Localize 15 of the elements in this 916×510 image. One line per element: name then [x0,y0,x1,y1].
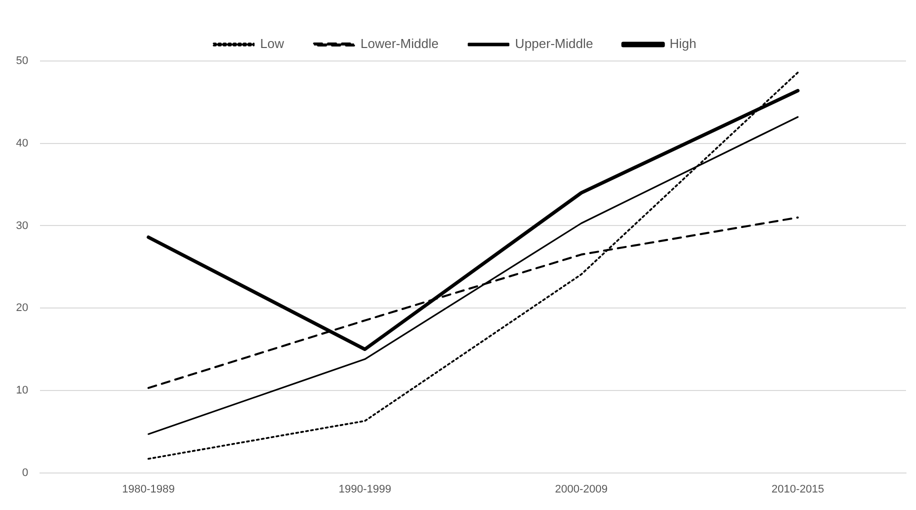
legend-label: Upper-Middle [515,36,594,52]
legend-label: High [670,36,696,52]
legend-label: Low [260,36,285,52]
y-tick-label: 0 [22,466,28,479]
y-tick-label: 40 [16,137,28,150]
x-tick-label: 1990-1999 [338,483,392,496]
y-tick-label: 50 [16,55,28,68]
y-tick-label: 20 [16,302,28,314]
x-tick-label: 2000-2009 [555,483,608,496]
y-tick-label: 30 [16,220,28,232]
y-tick-label: 10 [16,384,28,396]
x-tick-label: 2010-2015 [771,483,824,496]
line-series [148,72,799,460]
x-tick-label: 1980-1989 [122,483,175,496]
legend-label: Lower-Middle [360,36,439,52]
